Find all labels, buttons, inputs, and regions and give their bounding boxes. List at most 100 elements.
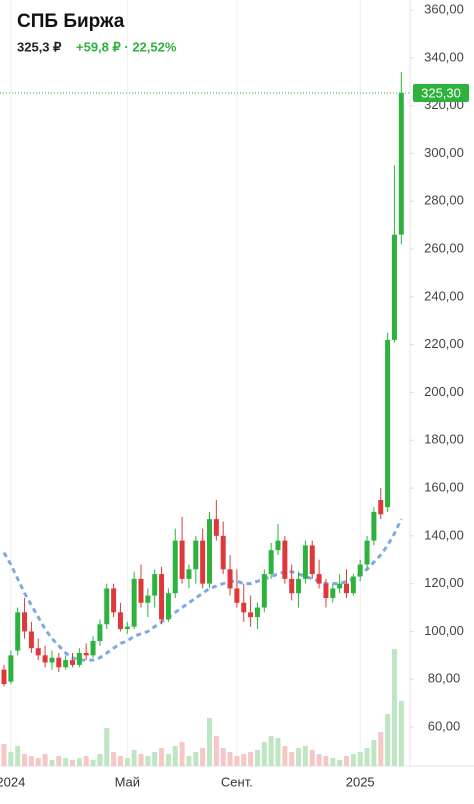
- candle-body: [282, 540, 288, 579]
- volume-bar: [344, 756, 349, 766]
- candle-body: [261, 574, 267, 608]
- volume-bar: [234, 756, 240, 766]
- volume-bar: [8, 752, 14, 766]
- volume-bar: [63, 758, 69, 766]
- volume-bar: [289, 752, 295, 766]
- volume-bar: [28, 756, 34, 766]
- candle-body: [179, 540, 185, 579]
- volume-bar: [117, 756, 123, 766]
- candle-body: [241, 602, 247, 613]
- title: СПБ Биржа: [17, 11, 125, 32]
- volume-bar: [330, 758, 336, 766]
- y-tick-label: 160,00: [424, 479, 464, 494]
- volume-bar: [241, 754, 247, 766]
- volume-bar: [42, 754, 48, 766]
- candle-body: [357, 564, 363, 577]
- volume-bar: [275, 738, 281, 766]
- volume-bar: [268, 736, 274, 766]
- volume-bar: [364, 748, 370, 766]
- candle-body: [104, 588, 110, 625]
- candle-body: [207, 519, 212, 584]
- candle-body: [124, 626, 130, 630]
- volume-bar: [15, 746, 21, 766]
- x-tick-label: 2024: [0, 774, 25, 789]
- volume-bar: [316, 754, 322, 766]
- last-price-label: 325,30: [421, 85, 461, 100]
- volume-bar: [371, 740, 377, 766]
- candle-body: [254, 607, 260, 618]
- y-tick-label: 180,00: [424, 432, 464, 447]
- x-tick-label: 2025: [346, 774, 375, 789]
- volume-bar: [97, 754, 103, 766]
- candle-body: [289, 578, 295, 594]
- candle-body: [159, 574, 165, 620]
- candle-body: [97, 624, 103, 642]
- candle-body: [131, 578, 137, 627]
- volume-bar: [200, 748, 206, 766]
- candle-body: [193, 540, 199, 570]
- candle-body: [220, 535, 226, 570]
- volume-bar: [90, 760, 96, 766]
- y-tick-label: 220,00: [424, 336, 464, 351]
- candle-body: [337, 583, 343, 589]
- volume-bar: [179, 742, 185, 766]
- y-tick-label: 300,00: [424, 145, 464, 160]
- candle-body: [42, 655, 48, 663]
- volume-bar: [296, 748, 302, 766]
- volume-bar: [56, 756, 62, 766]
- candle-body: [316, 574, 322, 584]
- change: +59,8 ₽ · 22,52%: [76, 39, 177, 54]
- candle-body: [145, 595, 151, 603]
- candle-body: [378, 499, 384, 515]
- volume-bar: [282, 746, 288, 766]
- candle-body: [152, 574, 158, 596]
- candle-body: [398, 92, 404, 235]
- candle-body: [309, 545, 315, 575]
- volume-bar: [391, 649, 397, 766]
- volume-bar: [357, 752, 363, 766]
- candle-body: [330, 588, 336, 598]
- volume-bar: [172, 746, 178, 766]
- candle-body: [90, 641, 96, 656]
- candle-body: [28, 631, 34, 649]
- price: 325,3 ₽: [17, 39, 62, 54]
- candle-body: [76, 652, 82, 665]
- volume-bar: [152, 752, 158, 766]
- volume-bar: [111, 752, 117, 766]
- volume-bar: [302, 746, 308, 766]
- volume-bar: [70, 760, 75, 766]
- volume-bar: [186, 756, 192, 766]
- candle-body: [56, 657, 62, 668]
- candle-body: [49, 657, 55, 663]
- x-tick-label: Сент.: [221, 774, 253, 789]
- candle-body: [186, 569, 192, 579]
- candle-body: [344, 583, 349, 594]
- y-tick-label: 280,00: [424, 193, 464, 208]
- volume-bar: [398, 701, 404, 766]
- volume-bar: [76, 758, 82, 766]
- candle-body: [371, 511, 377, 541]
- candle-body: [248, 612, 254, 618]
- candle-body: [364, 540, 370, 565]
- volume-bar: [220, 748, 226, 766]
- volume-bar: [49, 760, 55, 766]
- volume-bar: [131, 750, 137, 766]
- candle-body: [83, 652, 89, 656]
- volume-bar: [323, 756, 329, 766]
- candle-body: [302, 545, 308, 579]
- volume-bar: [35, 758, 41, 766]
- volume-bar: [378, 732, 384, 766]
- volume-bar: [159, 748, 165, 766]
- candle-body: [15, 612, 21, 651]
- candle-body: [234, 588, 240, 603]
- volume-bar: [104, 728, 110, 766]
- volume-bar: [83, 756, 89, 766]
- volume-bar: [22, 754, 28, 766]
- volume-bar: [309, 750, 315, 766]
- volume-bar: [193, 752, 199, 766]
- y-tick-label: 340,00: [424, 49, 464, 64]
- volume-bar: [1, 744, 7, 766]
- y-tick-label: 140,00: [424, 527, 464, 542]
- candle-body: [350, 576, 356, 594]
